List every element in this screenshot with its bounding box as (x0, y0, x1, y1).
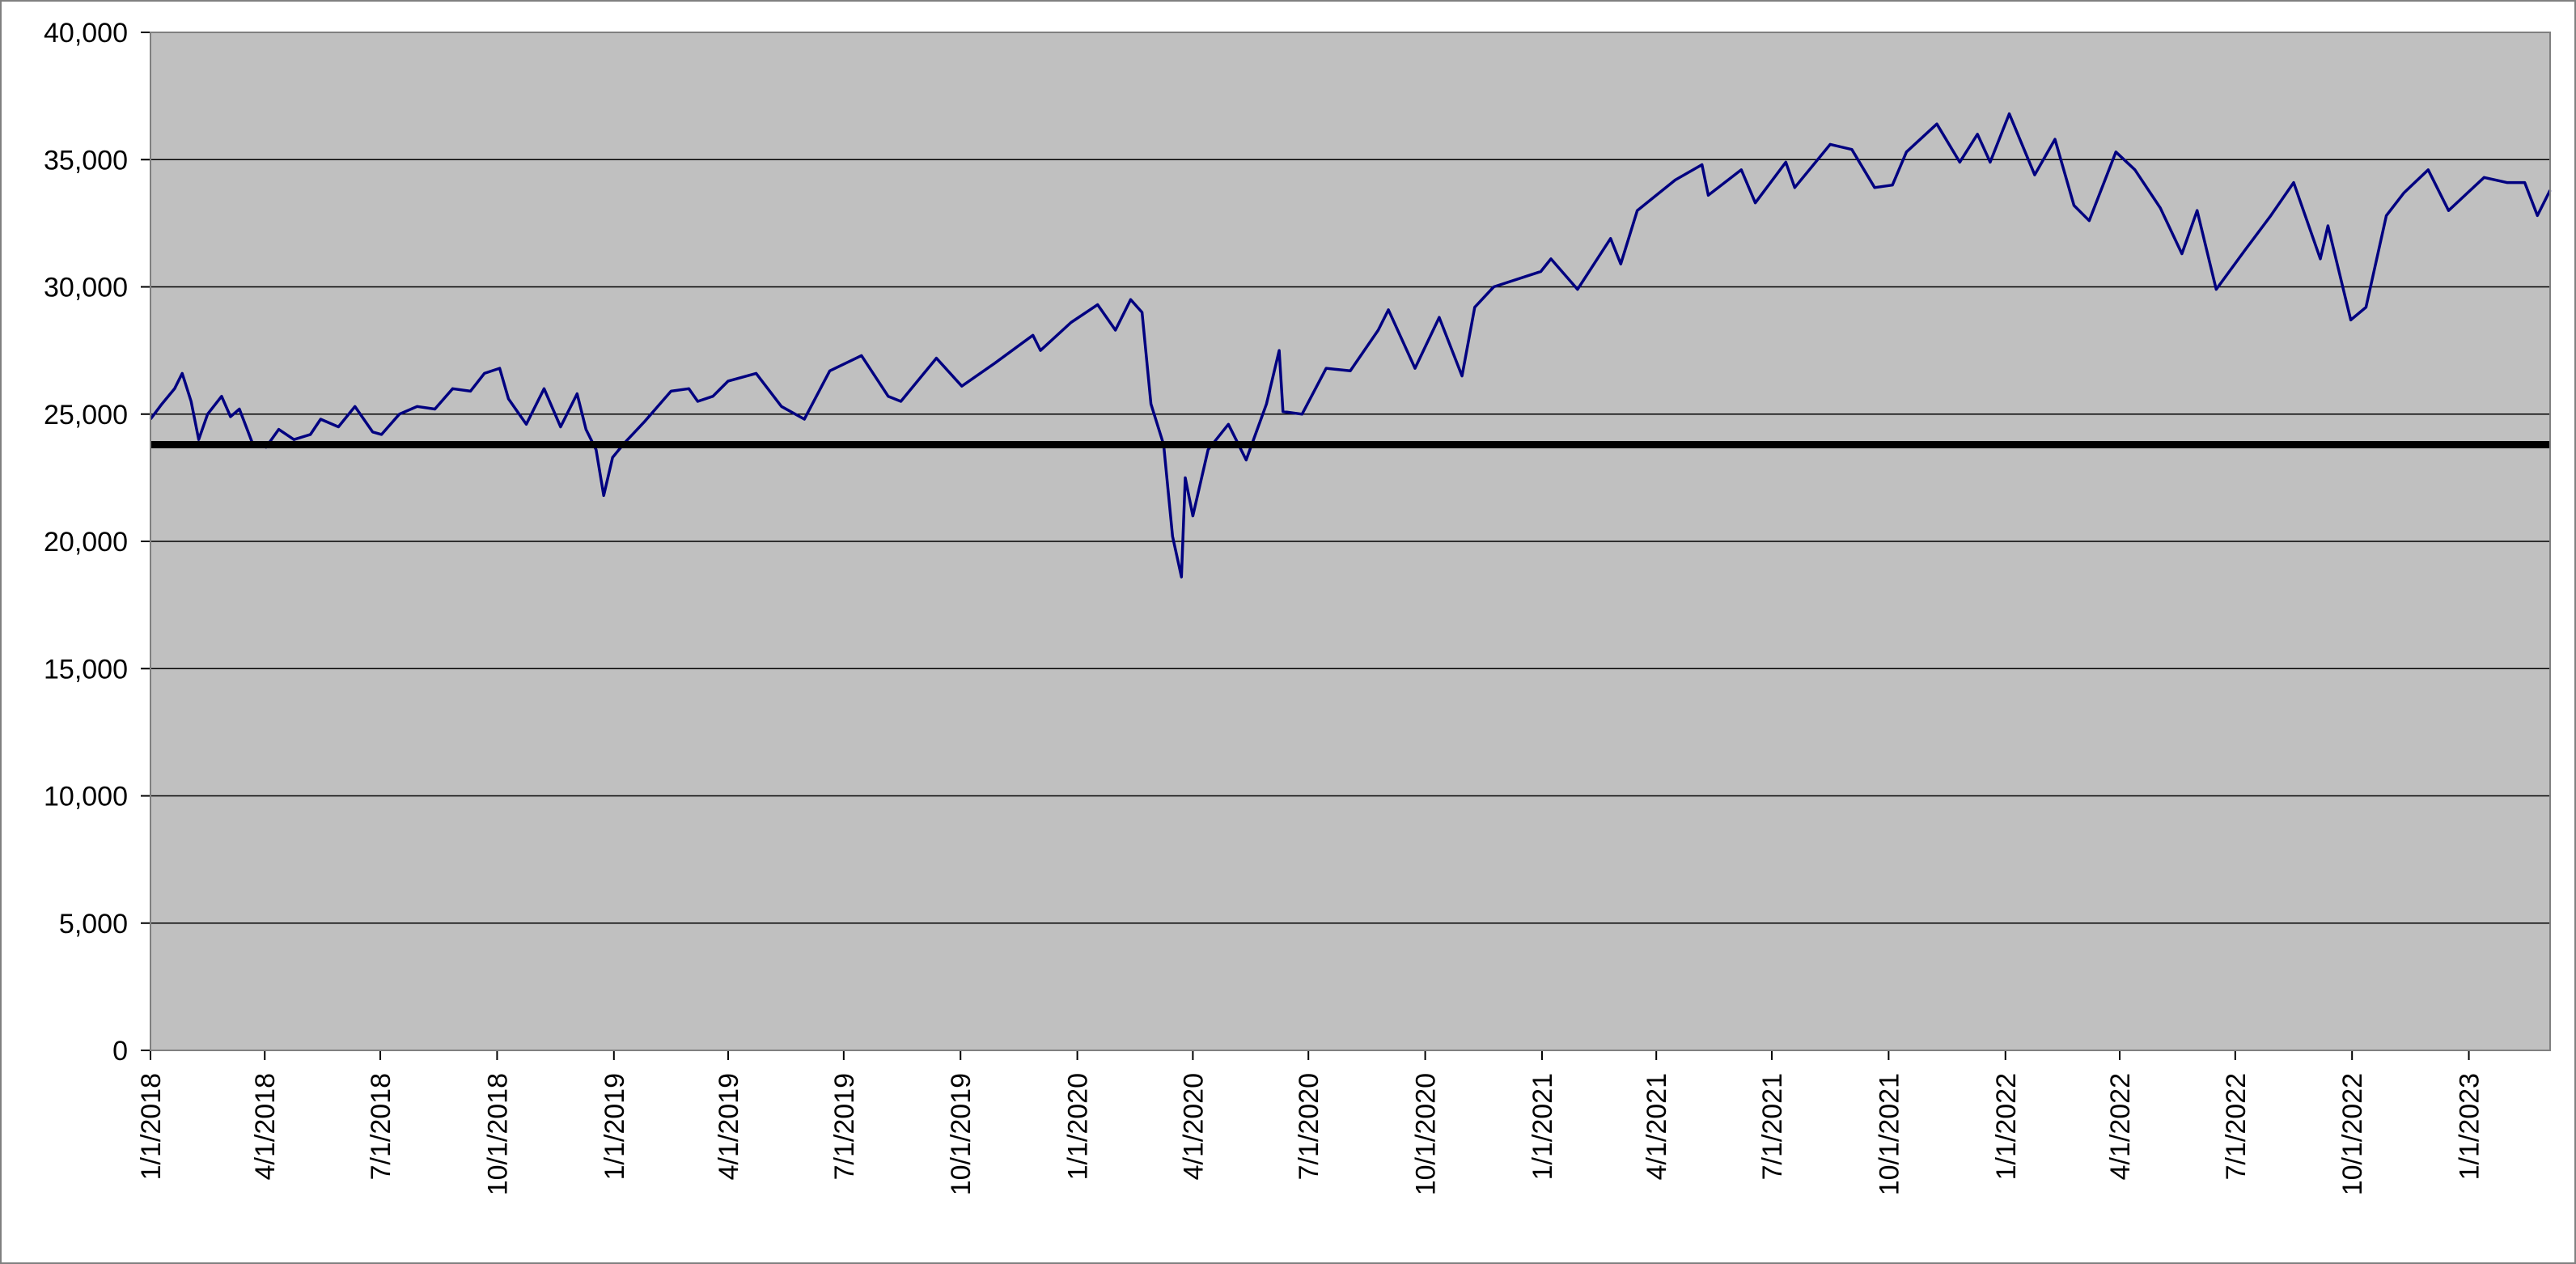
x-tick-label: 7/1/2022 (2221, 1073, 2252, 1180)
y-tick-label: 40,000 (44, 18, 128, 49)
x-tick-label: 1/1/2020 (1063, 1073, 1094, 1180)
x-tick-label: 10/1/2021 (1874, 1073, 1904, 1195)
x-tick-label: 7/1/2020 (1294, 1073, 1324, 1180)
x-tick-label: 4/1/2020 (1178, 1073, 1209, 1180)
y-tick-label: 5,000 (59, 909, 128, 940)
y-tick-label: 10,000 (44, 782, 128, 812)
x-tick-label: 4/1/2022 (2105, 1073, 2136, 1180)
gridlines (150, 32, 2550, 924)
x-tick-label: 1/1/2019 (600, 1073, 630, 1180)
series-line (149, 112, 2552, 579)
x-tick-label: 7/1/2018 (366, 1073, 396, 1180)
x-tick-label: 4/1/2021 (1642, 1073, 1672, 1180)
x-tick-label: 7/1/2019 (829, 1073, 860, 1180)
y-tick-label: 35,000 (44, 145, 128, 176)
y-tick-label: 0 (112, 1036, 128, 1067)
y-tick-label: 25,000 (44, 400, 128, 431)
x-tick-label: 10/1/2018 (482, 1073, 513, 1195)
x-tick-label: 10/1/2020 (1411, 1073, 1442, 1195)
y-axis-ticks: 0 5,000 10,000 15,000 20,000 25,000 30,000 35,0… (44, 18, 150, 1067)
x-tick-label: 10/1/2019 (946, 1073, 977, 1195)
x-tick-label: 1/1/2023 (2455, 1073, 2485, 1180)
series-layer (149, 112, 2552, 579)
y-tick-label: 30,000 (44, 273, 128, 303)
x-tick-label: 1/1/2021 (1527, 1073, 1558, 1180)
x-tick-label: 10/1/2022 (2337, 1073, 2368, 1195)
plot-border (150, 32, 2551, 1051)
x-axis-ticks: 1/1/2018 4/1/2018 7/1/2018 10/1/2018 1/1/201… (136, 1050, 2485, 1195)
x-tick-label: 4/1/2018 (250, 1073, 281, 1180)
x-tick-label: 1/1/2018 (136, 1073, 167, 1180)
y-tick-label: 15,000 (44, 654, 128, 685)
y-tick-label: 20,000 (44, 527, 128, 558)
x-tick-label: 4/1/2019 (714, 1073, 744, 1180)
x-tick-label: 1/1/2022 (1991, 1073, 2022, 1180)
x-tick-label: 7/1/2021 (1757, 1073, 1788, 1180)
